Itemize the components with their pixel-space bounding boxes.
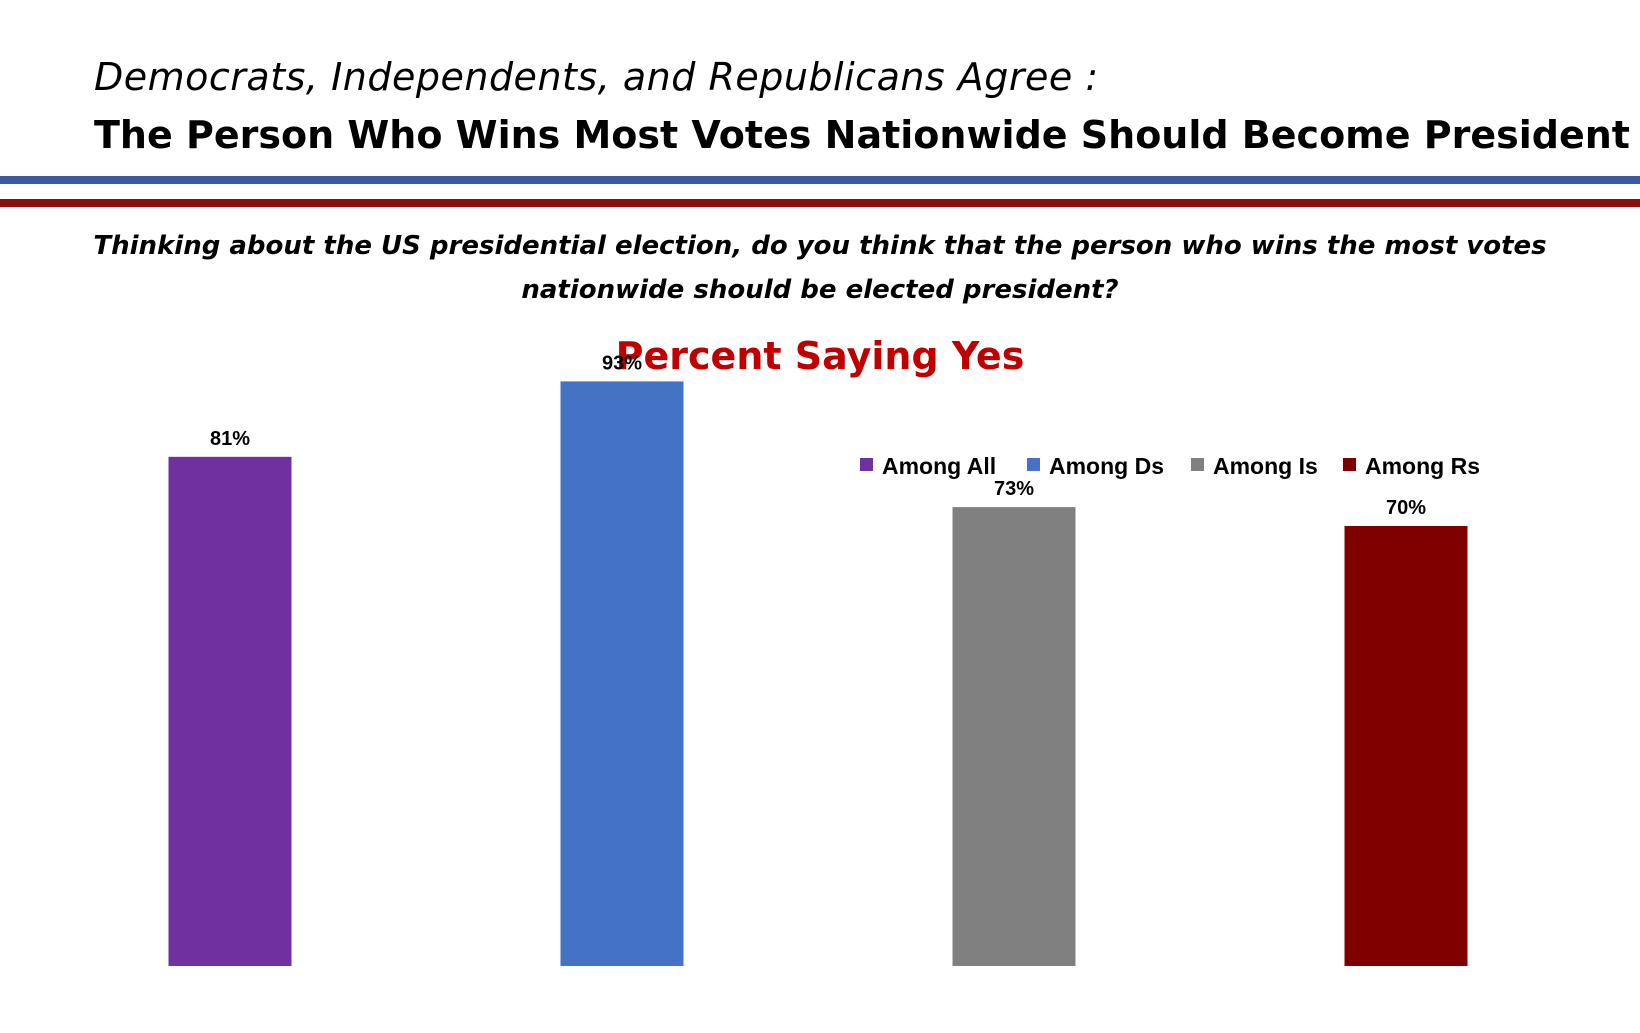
bar-among-ds: [560, 381, 684, 967]
legend-label-among-all: Among All: [882, 453, 996, 479]
divider-red: [0, 199, 1640, 207]
legend-swatch-among-rs: [1343, 458, 1356, 471]
bar-among-is: [952, 507, 1076, 966]
legend-label-among-is: Among Is: [1213, 453, 1318, 479]
data-label-among-all: 81%: [210, 428, 250, 450]
divider-blue: [0, 176, 1640, 184]
data-label-among-rs: 70%: [1386, 497, 1426, 519]
data-label-among-is: 73%: [994, 478, 1034, 500]
legend-swatch-among-is: [1191, 458, 1204, 471]
bar-among-all: [168, 456, 292, 966]
bar-among-rs: [1344, 525, 1468, 966]
slide-subtitle: Democrats, Independents, and Republicans…: [94, 55, 1099, 99]
slide-header: Democrats, Independents, and Republicans…: [94, 48, 1630, 164]
legend-label-among-rs: Among Rs: [1365, 453, 1480, 479]
chart-title: Percent Saying Yes: [615, 334, 1025, 378]
legend-swatch-among-ds: [1027, 458, 1040, 471]
legend-swatch-among-all: [860, 458, 873, 471]
slide-title: The Person Who Wins Most Votes Nationwid…: [94, 113, 1630, 157]
data-label-among-ds: 93%: [602, 352, 642, 374]
survey-question: Thinking about the US presidential elect…: [93, 231, 1547, 305]
legend-label-among-ds: Among Ds: [1049, 453, 1164, 479]
